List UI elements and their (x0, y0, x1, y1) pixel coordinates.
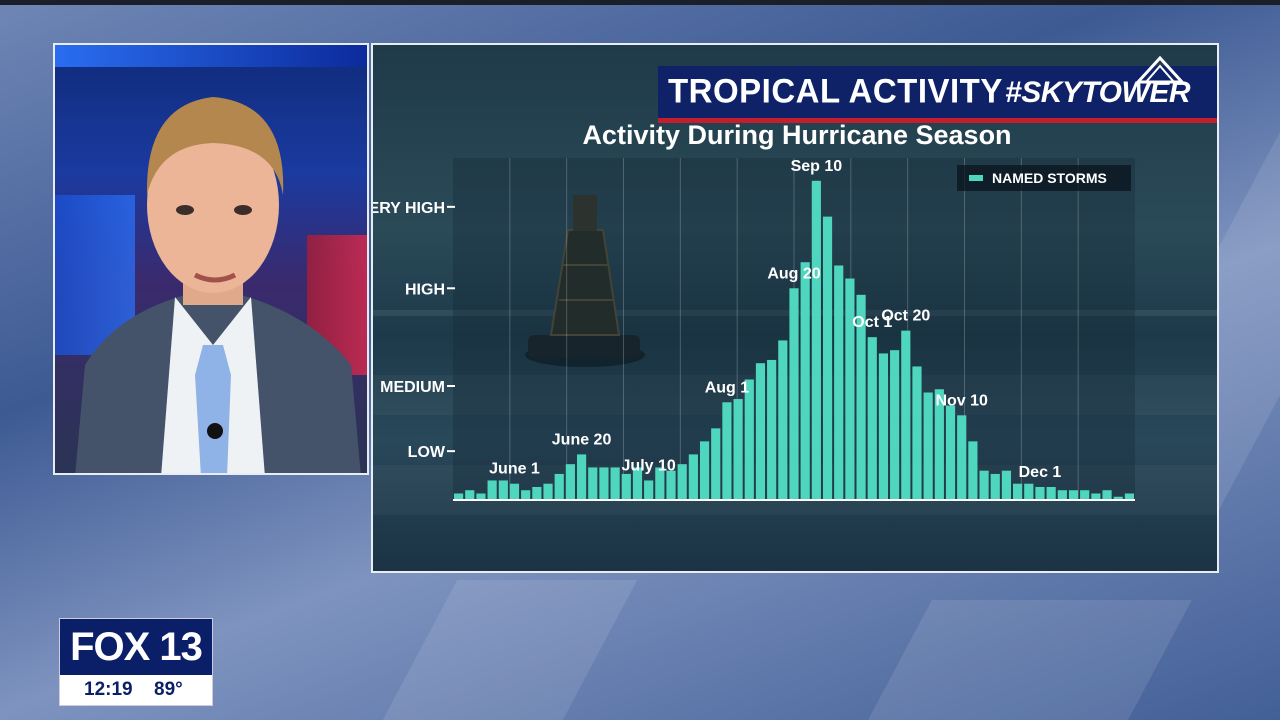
bar (755, 363, 766, 500)
date-annotation: Oct 20 (881, 308, 930, 325)
bar (901, 330, 911, 500)
anchor-figure (75, 97, 361, 473)
bar (890, 350, 900, 500)
date-annotation: Nov 10 (935, 392, 988, 409)
legend-swatch (969, 175, 983, 181)
background-stripe (868, 600, 1192, 720)
bar (1080, 490, 1090, 500)
bar (554, 473, 564, 500)
bar (1046, 486, 1056, 500)
y-tick-label: MEDIUM (380, 379, 445, 396)
bar (509, 483, 520, 500)
bar (722, 402, 732, 500)
date-annotation: Oct 1 (852, 314, 892, 331)
bar (856, 294, 866, 500)
chart-panel: TROPICAL ACTIVITY #SKYTOWER Activity Dur… (371, 43, 1219, 573)
bar (878, 353, 889, 500)
bar (1013, 483, 1023, 500)
date-annotation: Sep 10 (791, 158, 843, 175)
bar (867, 337, 877, 500)
bar (1057, 490, 1067, 500)
bar (588, 467, 598, 500)
bar (711, 428, 721, 500)
bar (1035, 486, 1045, 500)
bar (912, 366, 922, 500)
bar (454, 493, 464, 500)
legend-label: NAMED STORMS (992, 170, 1107, 186)
bar (778, 340, 788, 500)
clock-time: 12:19 (84, 679, 133, 700)
bar (498, 480, 508, 500)
bar (666, 470, 676, 500)
bar (979, 470, 989, 500)
bar (621, 473, 631, 500)
bar (945, 405, 956, 500)
bar (1124, 493, 1134, 500)
bar (845, 278, 855, 500)
bar (632, 467, 643, 500)
bar (610, 467, 620, 500)
bar (811, 180, 821, 501)
date-annotation: Aug 1 (705, 379, 750, 396)
date-annotation: June 20 (552, 431, 612, 448)
date-annotation: Dec 1 (1019, 464, 1062, 481)
anchor-video-frame (53, 43, 369, 475)
bar (644, 480, 654, 500)
bar (655, 467, 665, 500)
bar (465, 490, 475, 500)
bar-chart: LOW MEDIUM HIGH VERY HIGH June 1 June 20 July … (373, 158, 1135, 501)
bar (599, 467, 609, 500)
studio-light (55, 45, 367, 67)
station-bug: FOX 13 12:19 89° (59, 618, 213, 706)
bar (934, 389, 944, 500)
date-annotation: July 10 (622, 457, 676, 474)
bar (476, 493, 486, 500)
y-tick-label: VERY HIGH (373, 200, 445, 217)
bar (744, 379, 754, 500)
bar (1001, 470, 1012, 500)
top-strip (0, 0, 1280, 5)
segment-title: TROPICAL ACTIVITY (668, 71, 1003, 110)
bar (565, 464, 575, 500)
title-bar: TROPICAL ACTIVITY #SKYTOWER (658, 55, 1217, 123)
bar (699, 441, 710, 500)
date-annotation: June 1 (489, 461, 540, 478)
bar (733, 399, 743, 500)
bar (1068, 490, 1079, 500)
legend-box (957, 165, 1131, 191)
bar (543, 483, 553, 500)
bar (576, 454, 587, 500)
bar (688, 454, 698, 500)
buoy-illustration (525, 195, 645, 367)
date-annotation: Aug 20 (767, 265, 820, 282)
bar (521, 490, 531, 500)
temperature: 89° (154, 679, 183, 700)
bar (834, 265, 844, 500)
background-stripe (382, 580, 638, 720)
bar (767, 359, 777, 500)
bar (990, 473, 1000, 500)
bar (822, 216, 833, 500)
station-info: 12:19 89° (60, 677, 212, 703)
chart-title: Activity During Hurricane Season (582, 120, 1012, 150)
bar (789, 288, 799, 500)
station-logo: FOX 13 (60, 619, 212, 675)
bar (677, 464, 687, 500)
bar (1024, 483, 1034, 500)
bar (968, 441, 978, 500)
y-tick-label: LOW (408, 444, 446, 461)
bar (532, 486, 542, 500)
y-tick-label: HIGH (405, 281, 445, 298)
bar (1091, 493, 1101, 500)
sky-tower-icon (1134, 55, 1186, 84)
bar (923, 392, 933, 500)
bar (800, 262, 810, 500)
bar (957, 415, 967, 500)
bar (487, 480, 497, 500)
bar (1113, 496, 1123, 500)
bar (1102, 490, 1112, 500)
